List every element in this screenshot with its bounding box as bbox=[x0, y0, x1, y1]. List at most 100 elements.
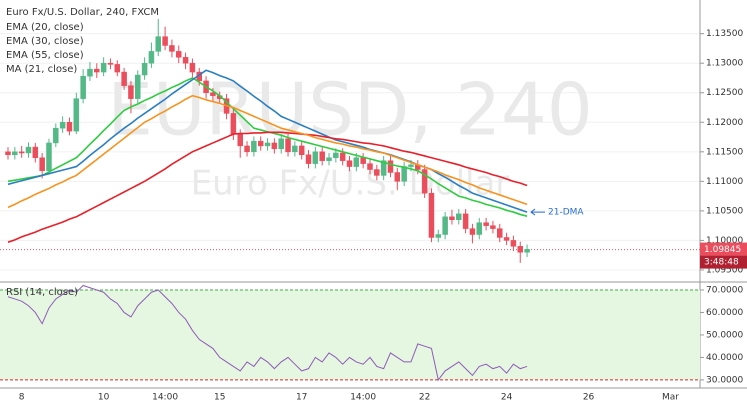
candle-body bbox=[319, 151, 325, 161]
x-tick-label: 26 bbox=[583, 393, 595, 403]
candle-body bbox=[80, 75, 86, 99]
y-tick-label: 1.13500 bbox=[706, 29, 743, 39]
candle-body bbox=[141, 62, 148, 76]
legend-entry: MA (21, close) bbox=[6, 64, 77, 75]
candle-body bbox=[73, 98, 80, 132]
y-tick-label: 1.12500 bbox=[706, 88, 743, 98]
x-tick-label: 14:00 bbox=[152, 393, 178, 403]
last-price-box bbox=[700, 242, 747, 256]
candle-body bbox=[264, 142, 271, 147]
candle-body bbox=[94, 68, 100, 73]
candle-body bbox=[408, 164, 414, 167]
y-tick-label: 1.11500 bbox=[706, 147, 743, 157]
candle-body bbox=[46, 142, 52, 171]
candle-body bbox=[387, 160, 394, 173]
candle-body bbox=[401, 166, 407, 182]
candle-body bbox=[285, 138, 291, 153]
x-tick-label: 15 bbox=[214, 393, 225, 403]
candle-body bbox=[298, 145, 305, 156]
candle-body bbox=[346, 160, 353, 167]
watermark: EURUSD, 240 bbox=[107, 68, 592, 152]
rsi-tick-label: 50.0000 bbox=[706, 330, 743, 340]
candle-body bbox=[169, 45, 175, 52]
candle-body bbox=[210, 92, 216, 96]
indicator-line bbox=[7, 94, 528, 209]
candle-body bbox=[107, 62, 114, 65]
candle-body bbox=[53, 127, 59, 144]
candle-body bbox=[182, 57, 189, 64]
y-tick-label: 1.10500 bbox=[706, 206, 743, 216]
candle-body bbox=[497, 228, 503, 238]
candle-body bbox=[176, 51, 182, 58]
candle-body bbox=[39, 157, 45, 171]
x-tick-label: 8 bbox=[19, 393, 25, 403]
candle-body bbox=[374, 169, 380, 176]
candle-body bbox=[483, 222, 489, 226]
candle-body bbox=[100, 62, 107, 73]
candle-body bbox=[237, 133, 243, 147]
candle-body bbox=[25, 146, 32, 154]
candle-body bbox=[162, 36, 168, 46]
candle-body bbox=[360, 157, 366, 164]
candle-body bbox=[189, 62, 196, 73]
candle-body bbox=[135, 74, 141, 99]
candle-body bbox=[59, 122, 66, 129]
chart-title: Euro Fx/U.S. Dollar, 240, FXCM bbox=[6, 7, 159, 18]
rsi-tick-label: 60.0000 bbox=[706, 308, 743, 318]
grid bbox=[0, 33, 700, 271]
rsi-tick-label: 70.0000 bbox=[706, 285, 743, 295]
candle-body bbox=[428, 192, 435, 238]
y-tick-label: 1.10000 bbox=[706, 236, 743, 246]
candle-body bbox=[32, 146, 39, 158]
countdown: 3:48:48 bbox=[704, 258, 739, 268]
candle-body bbox=[244, 145, 250, 153]
candle-body bbox=[12, 151, 18, 156]
candle-body bbox=[230, 113, 237, 135]
candle-body bbox=[367, 163, 373, 170]
y-tick-label: 1.09500 bbox=[706, 265, 743, 275]
candle-body bbox=[517, 246, 523, 253]
candle-body bbox=[148, 51, 155, 64]
candle-body bbox=[114, 64, 121, 73]
rsi-line bbox=[7, 284, 528, 382]
x-tick-label: 14:00 bbox=[350, 393, 376, 403]
legend-entry: EMA (30, close) bbox=[6, 36, 84, 47]
candle-body bbox=[449, 216, 455, 220]
candle-body bbox=[339, 152, 346, 161]
last-price-label: 1.09845 bbox=[704, 245, 741, 255]
candle-body bbox=[87, 68, 93, 77]
candle-body bbox=[5, 151, 11, 156]
candle-body bbox=[121, 71, 127, 86]
x-tick-label: Mar bbox=[662, 393, 679, 403]
candle-body bbox=[312, 151, 319, 164]
candle-body bbox=[462, 213, 469, 229]
candle-body bbox=[155, 36, 162, 52]
legend-entry: EMA (55, close) bbox=[6, 50, 84, 61]
candle-body bbox=[442, 216, 448, 235]
legend-entry: EMA (20, close) bbox=[6, 22, 84, 33]
indicator-line bbox=[7, 131, 528, 243]
candle-body bbox=[380, 160, 387, 176]
rsi-tick-label: 40.0000 bbox=[706, 353, 743, 363]
countdown-box bbox=[700, 255, 747, 269]
candle-body bbox=[421, 169, 428, 194]
candle-body bbox=[435, 234, 442, 238]
candle-body bbox=[333, 152, 339, 158]
x-tick-label: 10 bbox=[98, 393, 110, 403]
candle-body bbox=[476, 222, 483, 235]
candle-body bbox=[278, 138, 284, 150]
indicator-line bbox=[7, 69, 528, 213]
candle-body bbox=[503, 237, 510, 241]
x-tick-label: 17 bbox=[296, 393, 307, 403]
candle-body bbox=[490, 225, 496, 229]
rsi-label: RSI (14, close) bbox=[6, 287, 78, 298]
candle-body bbox=[271, 142, 278, 150]
annotation-arrow bbox=[530, 208, 545, 216]
candle-body bbox=[257, 140, 264, 147]
candle-body bbox=[394, 172, 401, 182]
candle-body bbox=[326, 157, 332, 161]
candle-body bbox=[456, 213, 462, 220]
candle-body bbox=[353, 157, 360, 167]
candle-body bbox=[66, 122, 73, 132]
